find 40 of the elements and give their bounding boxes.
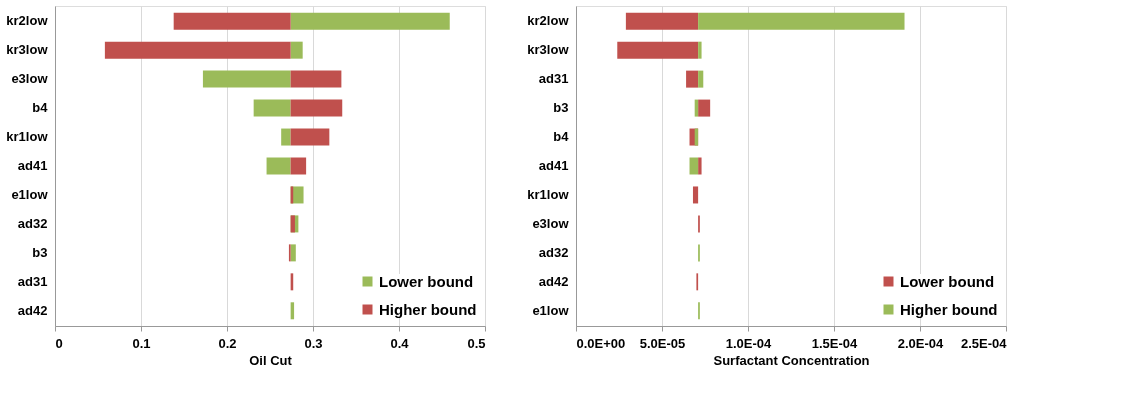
y-tick-label: ad42	[538, 273, 569, 289]
legend-label: Lower bound	[900, 272, 995, 290]
y-tick-label: kr1low	[527, 186, 570, 202]
x-tick-label: 1.5E-04	[811, 335, 859, 351]
y-tick-label: b4	[553, 129, 570, 145]
y-tick-label: kr2low	[527, 13, 570, 29]
x-tick-label: 2.5E-04	[960, 335, 1008, 351]
x-tick-label: 5.0E-05	[639, 335, 686, 351]
x-axis-title: Surfactant Concentration	[713, 352, 870, 368]
x-axis-title: Oil Cut	[249, 352, 293, 368]
y-tick-label: e3low	[532, 215, 570, 231]
legend-label: Higher bound	[900, 300, 998, 318]
y-tick-label: ad32	[17, 215, 48, 231]
y-tick-label: ad41	[538, 158, 569, 173]
y-tick-label: ad31	[538, 71, 569, 87]
legend-label: Higher bound	[379, 300, 477, 318]
x-tick-label: 0.0E+00	[576, 335, 626, 351]
x-tick-label: 0.5	[467, 335, 486, 351]
legend-label: Lower bound	[379, 272, 474, 290]
x-tick-label: 1.0E-04	[725, 335, 773, 351]
x-tick-label: 2.0E-04	[897, 335, 945, 351]
y-tick-label: ad42	[17, 302, 48, 318]
y-tick-label: kr2low	[6, 13, 49, 29]
y-tick-label: b3	[32, 244, 48, 260]
y-tick-label: e3low	[11, 71, 49, 87]
y-tick-label: e1low	[532, 302, 570, 318]
y-tick-label: ad41	[17, 158, 48, 173]
x-tick-label: 0.4	[390, 335, 410, 351]
y-tick-label: kr3low	[6, 42, 49, 58]
y-tick-label: ad31	[17, 273, 48, 289]
y-tick-label: kr1low	[6, 129, 49, 145]
y-tick-label: b4	[32, 100, 49, 116]
x-tick-label: 0.2	[218, 335, 237, 351]
y-tick-label: ad32	[538, 244, 569, 260]
y-tick-label: e1low	[11, 186, 49, 202]
x-tick-label: 0.1	[132, 335, 151, 351]
x-tick-label: 0	[55, 335, 63, 351]
y-tick-label: kr3low	[527, 42, 570, 58]
x-tick-label: 0.3	[304, 335, 323, 351]
y-tick-label: b3	[553, 100, 569, 116]
